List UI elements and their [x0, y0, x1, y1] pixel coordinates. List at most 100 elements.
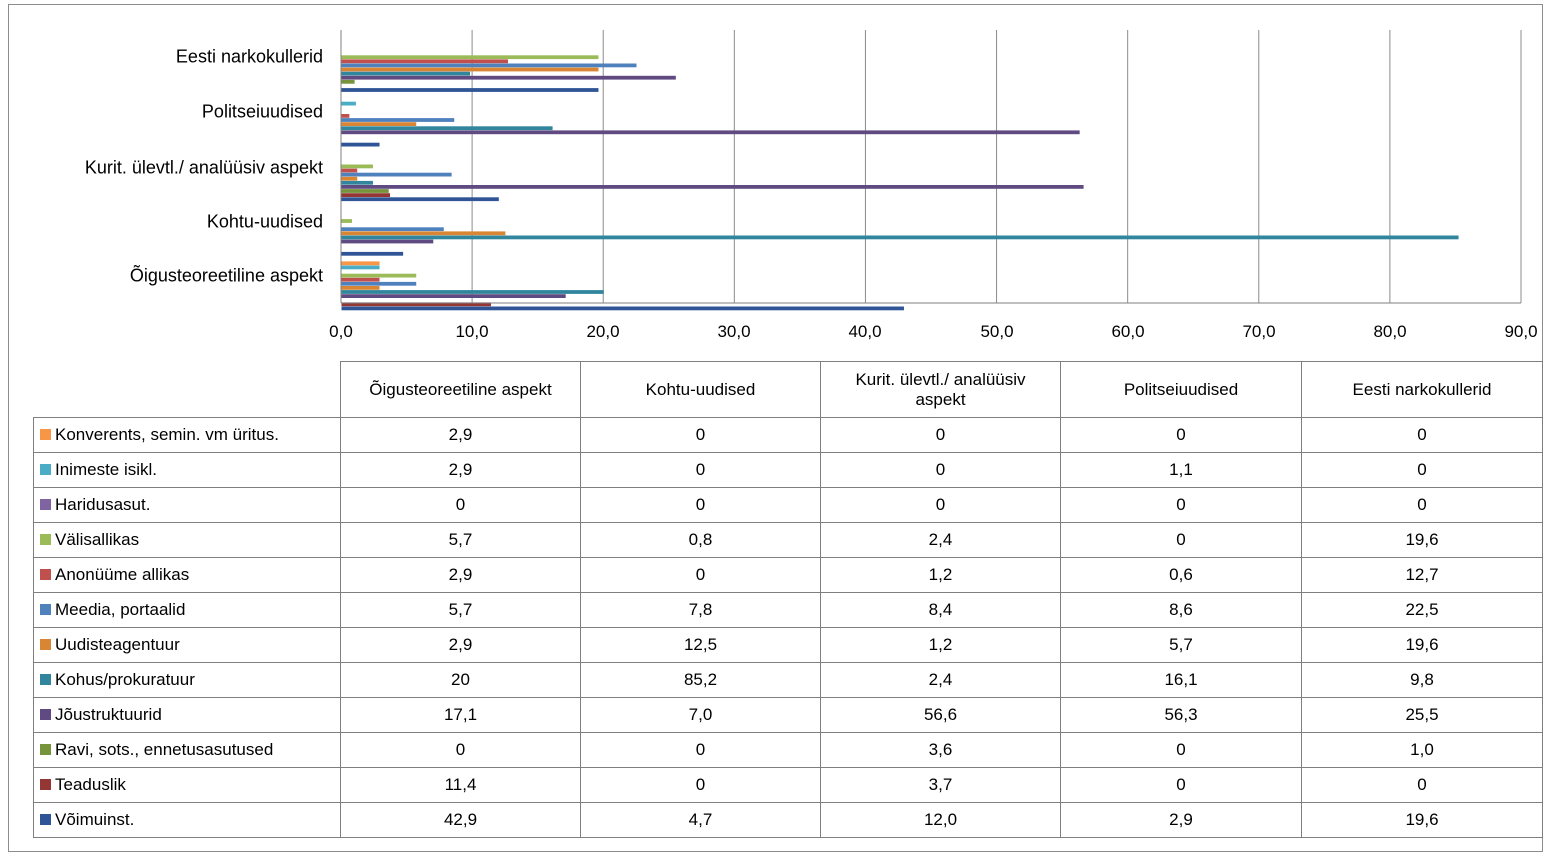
table-cell: 56,6 [820, 697, 1061, 733]
table-cell: 0 [580, 557, 821, 593]
table-row: Ravi, sots., ennetusasutused 0 0 3,6 0 1,0 [33, 732, 1543, 768]
x-tick-label: 90,0 [1504, 322, 1538, 341]
bars [341, 55, 1459, 311]
column-header: Õigusteoreetiline aspekt [340, 361, 581, 418]
bar [341, 55, 599, 60]
table-cell: 0 [340, 487, 581, 523]
table-cell: 19,6 [1301, 627, 1543, 663]
table-cell: 0 [1060, 767, 1302, 803]
legend-swatch [40, 709, 51, 721]
bar [341, 71, 470, 76]
table-cell: 12,5 [580, 627, 821, 663]
table-cell: 2,9 [340, 452, 581, 488]
table-cell: 0 [580, 732, 821, 768]
table-cell: 9,8 [1301, 662, 1543, 698]
table-cell: 2,4 [820, 522, 1061, 558]
bar [341, 88, 599, 92]
table-cell: 0 [580, 487, 821, 523]
bar [341, 67, 599, 72]
table-row: Võimuinst. 42,9 4,7 12,0 2,9 19,6 [33, 802, 1543, 838]
legend-label: Haridusasut. [55, 495, 151, 514]
legend-swatch [40, 569, 51, 581]
legend-label: Inimeste isikl. [55, 460, 158, 479]
bar [341, 101, 356, 106]
table-cell: 12,7 [1301, 557, 1543, 593]
table-cell: 85,2 [580, 662, 821, 698]
table-cell: 56,3 [1060, 697, 1302, 733]
table-cell: 0 [820, 487, 1061, 523]
table-cell: 0 [1060, 487, 1302, 523]
table-cell: 0 [580, 417, 821, 453]
legend-entry: Meedia, portaalid [33, 592, 341, 628]
x-tick-label: 30,0 [717, 322, 751, 341]
column-header: Kohtu-uudised [580, 361, 821, 418]
table-row: Konverents, semin. vm üritus. 2,9 0 0 0 0 [33, 417, 1543, 453]
legend-entry: Inimeste isikl. [33, 452, 341, 488]
table-cell: 7,0 [580, 697, 821, 733]
legend-label: Jõustruktuurid [55, 705, 162, 724]
table-cell: 3,6 [820, 732, 1061, 768]
axes [340, 30, 1521, 304]
table-cell: 22,5 [1301, 592, 1543, 628]
bar [341, 185, 1084, 189]
bar [341, 63, 637, 68]
bar [341, 294, 566, 298]
table-cell: 5,7 [340, 522, 581, 558]
bar [341, 180, 373, 185]
legend-entry: Konverents, semin. vm üritus. [33, 417, 341, 453]
table-cell: 0 [1060, 732, 1302, 768]
table-cell: 2,4 [820, 662, 1061, 698]
bar [341, 126, 553, 131]
table-cell: 0 [1301, 417, 1543, 453]
table-cell: 19,6 [1301, 522, 1543, 558]
bar [341, 193, 391, 197]
bar [341, 172, 452, 177]
bar [341, 142, 380, 147]
bar [341, 281, 417, 286]
legend-entry: Kohus/prokuratuur [33, 662, 341, 698]
legend-label: Konverents, semin. vm üritus. [55, 425, 279, 444]
bar [341, 189, 389, 193]
legend-entry: Välisallikas [33, 522, 341, 558]
bar [341, 251, 404, 256]
x-tick-label: 70,0 [1242, 322, 1276, 341]
table-cell: 0 [820, 452, 1061, 488]
table-cell: 5,7 [1060, 627, 1302, 663]
table-cell: 0,6 [1060, 557, 1302, 593]
bar [341, 75, 676, 80]
bar [341, 265, 380, 270]
bar [341, 114, 350, 118]
table-cell: 2,9 [340, 627, 581, 663]
legend-swatch [40, 499, 51, 511]
table-cell: 8,6 [1060, 592, 1302, 628]
table-cell: 0 [1060, 417, 1302, 453]
category-label: Politseiuudised [201, 101, 323, 122]
x-tick-label: 80,0 [1373, 322, 1407, 341]
bar [341, 219, 352, 223]
legend-swatch [40, 779, 51, 791]
table-row: Haridusasut. 0 0 0 0 0 [33, 487, 1543, 523]
table-cell: 4,7 [580, 802, 821, 838]
table-cell: 1,2 [820, 557, 1061, 593]
bar [341, 273, 417, 278]
bar [341, 302, 491, 307]
bar [341, 290, 604, 294]
table-row: Inimeste isikl. 2,9 0 0 1,1 0 [33, 452, 1543, 488]
table-cell: 0 [580, 767, 821, 803]
legend-swatch [40, 814, 51, 826]
column-header: Eesti narkokullerid [1301, 361, 1543, 418]
legend-label: Anonüüme allikas [55, 565, 190, 584]
x-tick-label: 50,0 [980, 322, 1014, 341]
x-tick-label: 40,0 [848, 322, 882, 341]
bar [341, 239, 434, 244]
legend-label: Uudisteagentuur [55, 635, 180, 654]
legend-label: Teaduslik [55, 775, 126, 794]
legend-label: Võimuinst. [55, 810, 135, 829]
bar [341, 176, 358, 181]
table-cell: 0 [1060, 522, 1302, 558]
table-cell: 3,7 [820, 767, 1061, 803]
legend-entry: Teaduslik [33, 767, 341, 803]
table-cell: 2,9 [340, 557, 581, 593]
bar-chart [340, 30, 1522, 311]
table-cell: 1,1 [1060, 452, 1302, 488]
